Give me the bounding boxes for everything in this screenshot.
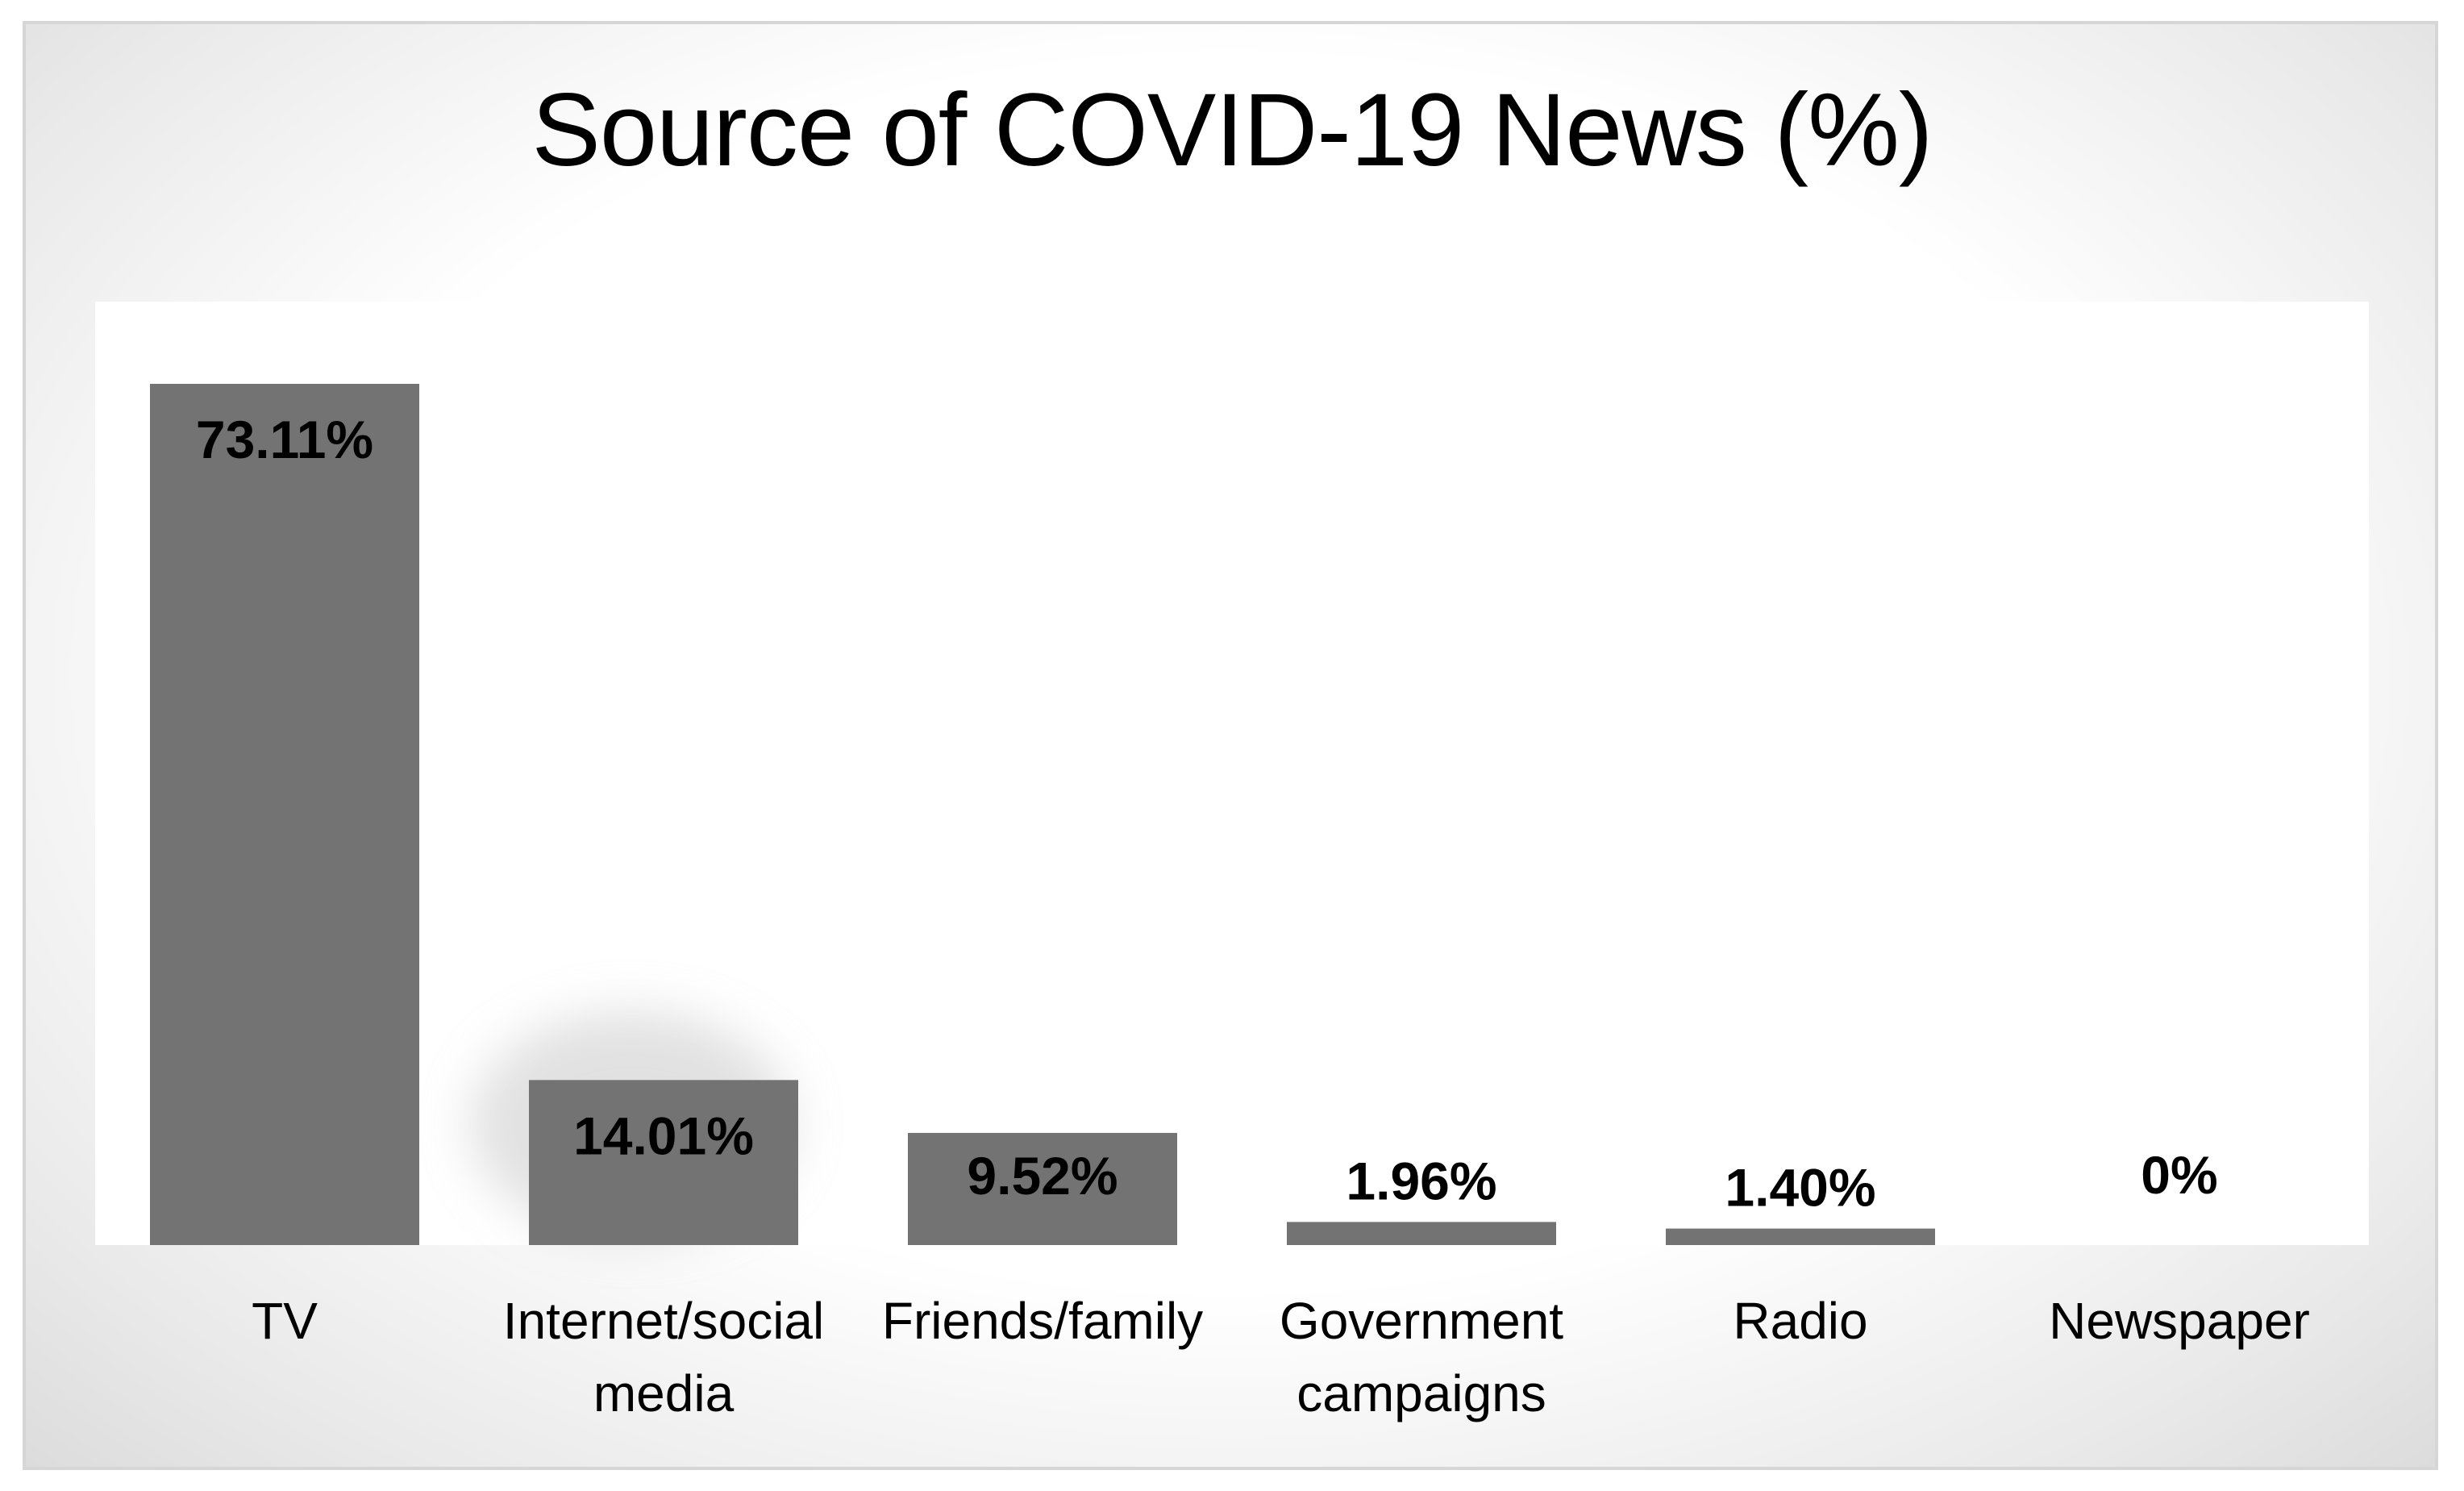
category-label-radio: Radio <box>1733 1292 1867 1350</box>
bars-layer <box>150 384 1935 1245</box>
bar-tv <box>150 384 419 1245</box>
category-label-internet-social-media-line-2: media <box>593 1364 735 1422</box>
data-label-internet-social-media: 14.01% <box>573 1106 754 1165</box>
data-label-friends-family: 9.52% <box>967 1146 1118 1206</box>
bar-friends-family <box>908 1132 1177 1245</box>
chart-title: Source of COVID-19 News (%) <box>531 73 1933 188</box>
data-label-newspaper: 0% <box>2141 1145 2217 1205</box>
data-label-tv: 73.11% <box>196 410 373 469</box>
data-labels-layer: 73.11% 14.01% 9.52% 1.96% 1.40% 0% <box>196 410 2218 1218</box>
plot-area <box>95 302 2369 1245</box>
category-label-friends-family: Friends/family <box>882 1292 1203 1350</box>
bar-government-campaigns <box>1287 1222 1556 1245</box>
bar-internet-social-media <box>529 1080 798 1245</box>
category-label-government-campaigns-line-1: Government <box>1280 1292 1563 1350</box>
data-label-government-campaigns: 1.96% <box>1346 1151 1496 1210</box>
bar-radio <box>1666 1228 1935 1245</box>
category-label-government-campaigns-line-2: campaigns <box>1297 1364 1546 1422</box>
data-label-radio: 1.40% <box>1725 1158 1875 1218</box>
category-label-newspaper: Newspaper <box>2049 1292 2310 1350</box>
category-label-tv: TV <box>252 1292 318 1350</box>
category-label-internet-social-media-line-1: Internet/social <box>503 1292 824 1350</box>
category-labels-layer: TV Internet/social media Friends/family Gove… <box>252 1292 2310 1422</box>
